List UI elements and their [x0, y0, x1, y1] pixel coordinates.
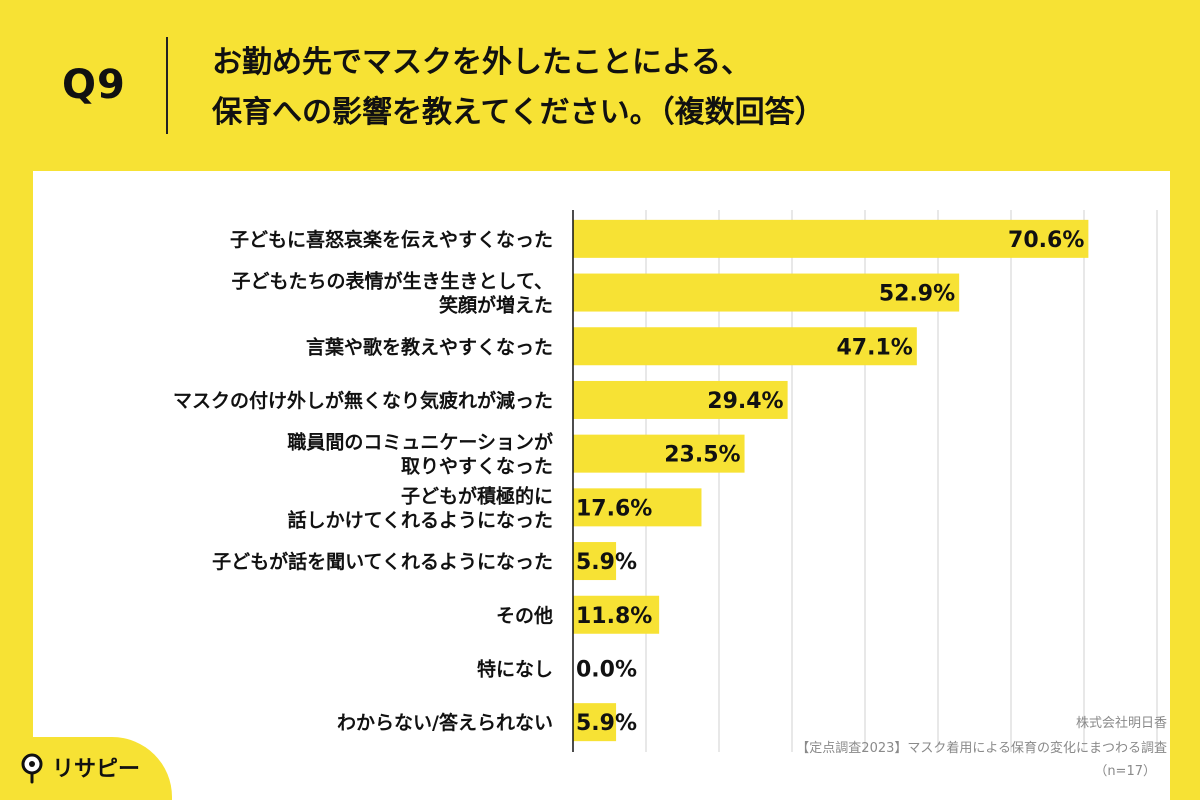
category-label: 特になし	[477, 658, 553, 680]
category-label: 子どもが積極的に	[401, 484, 553, 507]
data-label: 0.0%	[576, 657, 637, 682]
bar	[573, 273, 960, 312]
company-name: 株式会社明日香	[1075, 716, 1167, 731]
bar	[573, 488, 702, 527]
logo-text: リサピー	[52, 757, 141, 782]
data-label: 23.5%	[664, 443, 740, 468]
data-label: 29.4%	[707, 389, 783, 414]
category-label: 子どもたちの表情が生き生きとして、	[232, 270, 553, 293]
category-label: 職員間のコミュニケーションが	[287, 431, 553, 454]
data-label: 52.9%	[879, 282, 955, 307]
sample-size: （n=17）	[1094, 764, 1156, 779]
data-label: 11.8%	[576, 604, 652, 629]
category-label: わからない/答えられない	[337, 711, 553, 734]
survey-source: 【定点調査2023】マスク着用による保育の変化にまつわる調査	[796, 741, 1167, 756]
category-label: その他	[496, 604, 553, 627]
category-label: 言葉や歌を教えやすくなった	[306, 335, 553, 358]
category-label: マスクの付け外しが無くなり気疲れが減った	[173, 389, 553, 412]
category-label: 話しかけてくれるようになった	[288, 508, 553, 531]
data-label: 17.6%	[576, 496, 652, 521]
data-label: 5.9%	[576, 711, 637, 736]
magnifier-icon	[21, 753, 43, 784]
bar	[573, 595, 660, 634]
title-line-2: 保育への影響を教えてください。（複数回答）	[212, 95, 825, 130]
category-label: 笑顔が増えた	[439, 294, 553, 317]
data-label: 70.6%	[1008, 228, 1084, 253]
bar	[573, 380, 788, 419]
title-line-1: お勤め先でマスクを外したことによる、	[212, 45, 752, 80]
data-label: 47.1%	[837, 335, 913, 360]
bar	[573, 327, 917, 366]
bar	[573, 219, 1089, 258]
category-label: 子どもが話を聞いてくれるようになった	[212, 550, 553, 573]
bar	[573, 542, 617, 581]
category-label: 取りやすくなった	[401, 456, 553, 478]
question-number: Q9	[62, 62, 126, 108]
category-label: 子どもに喜怒哀楽を伝えやすくなった	[230, 228, 553, 251]
data-label: 5.9%	[576, 550, 637, 575]
bar	[573, 703, 617, 742]
brand-logo: リサピー	[0, 737, 172, 800]
bar	[573, 434, 745, 473]
page-title: お勤め先でマスクを外したことによる、 保育への影響を教えてください。（複数回答）	[212, 38, 825, 138]
title-divider	[166, 37, 168, 134]
